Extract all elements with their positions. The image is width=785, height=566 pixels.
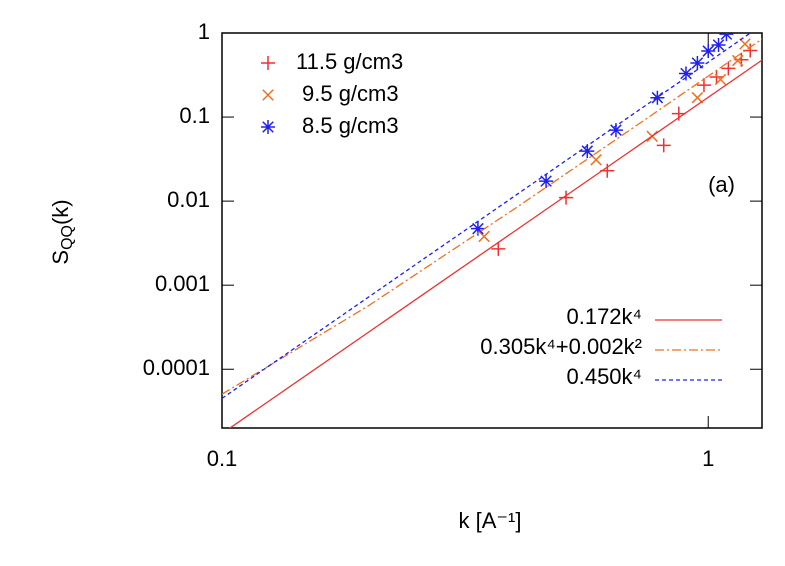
marker xyxy=(696,78,711,93)
marker xyxy=(721,61,736,76)
marker xyxy=(470,221,485,236)
marker xyxy=(711,37,726,52)
fit-line xyxy=(222,33,752,399)
plot-frame xyxy=(221,32,763,429)
annotation: (a) xyxy=(708,172,735,197)
marker xyxy=(709,69,724,84)
legend-label: 8.5 g/cm3 xyxy=(302,113,399,138)
fit-line xyxy=(228,59,762,428)
marker xyxy=(739,38,751,50)
y-tick-label: 1 xyxy=(198,19,210,44)
marker xyxy=(580,144,595,159)
y-tick-label: 0.001 xyxy=(155,271,210,296)
marker xyxy=(650,90,665,105)
marker xyxy=(678,66,693,81)
legend-label: 0.305k⁴+0.002k² xyxy=(480,334,642,359)
marker xyxy=(743,43,758,58)
marker xyxy=(690,55,705,70)
y-tick-label: 0.01 xyxy=(167,187,210,212)
marker xyxy=(559,190,574,205)
y-tick-label: 0.0001 xyxy=(143,355,210,380)
legend-label: 9.5 g/cm3 xyxy=(302,81,399,106)
y-label-tail: (k) xyxy=(48,199,73,225)
marker xyxy=(262,89,274,101)
y-label-sub: QQ xyxy=(59,225,76,250)
marker xyxy=(701,44,716,59)
marker xyxy=(691,91,704,104)
marker xyxy=(261,56,275,70)
marker xyxy=(590,154,602,166)
marker xyxy=(731,54,744,67)
marker xyxy=(719,33,734,42)
marker xyxy=(261,120,275,134)
legend-label: 0.172k⁴ xyxy=(566,304,642,329)
x-tick-label: 1 xyxy=(702,446,714,471)
marker xyxy=(491,241,506,256)
marker xyxy=(656,138,671,153)
x-tick-label: 0.1 xyxy=(207,446,238,471)
x-axis-label: k [A⁻¹] xyxy=(459,508,522,533)
legend-label: 0.450k⁴ xyxy=(566,364,642,389)
fit-line xyxy=(222,38,762,395)
y-tick-label: 0.1 xyxy=(179,103,210,128)
marker xyxy=(478,230,490,243)
legend-label: 11.5 g/cm3 xyxy=(296,49,403,74)
plot-area xyxy=(222,33,762,428)
y-axis-label: SQQ(k) xyxy=(48,199,76,264)
marker xyxy=(714,73,727,86)
marker xyxy=(539,174,554,189)
y-label-main: S xyxy=(48,250,73,265)
marker xyxy=(608,123,623,138)
